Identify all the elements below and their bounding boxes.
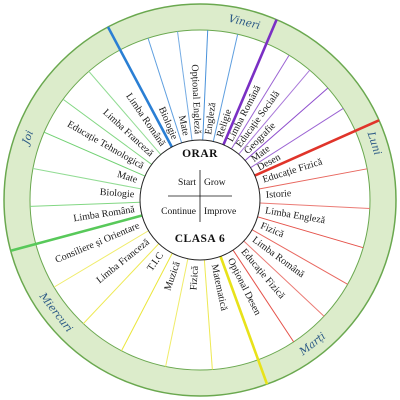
class-label: CLASA 6 [175,233,225,245]
subject-spoke [62,98,152,165]
quadrant-grow: Grow [204,178,226,188]
subject-spoke [165,258,189,367]
subject-label: Biologie [99,187,135,201]
subject-spoke [82,243,160,324]
day-label: Joi [19,129,36,148]
spoke-lines [30,30,370,370]
subject-spoke [259,202,370,209]
subject-spoke [121,252,173,352]
subject-spoke [88,71,162,155]
subject-spoke [257,216,364,249]
subject-label: Opțional Engleză [189,64,203,135]
day-divider-1 [254,119,380,177]
subject-spoke [202,30,209,141]
subject-spoke [203,259,213,370]
subject-spoke [53,230,149,288]
day-divider-3 [10,214,143,252]
subject-spoke [43,131,146,177]
subject-label: Mate [176,114,191,137]
subject-spoke [243,240,325,317]
quadrant-start: Start [178,178,196,188]
subject-spoke [231,54,290,150]
subject-spoke [30,201,141,207]
subject-label: Istorie [265,188,292,201]
day-dividers [10,19,380,385]
subject-spoke [250,107,344,169]
subject-label: Fizică [188,265,201,291]
subject-spoke [232,249,295,343]
day-divider-5 [222,19,278,146]
subject-spoke [251,229,348,285]
subject-spoke [258,168,368,190]
subject-spoke [177,31,193,141]
subject-spoke [212,34,239,142]
subject-spoke [244,87,329,161]
subject-spoke [238,69,311,155]
center-title: ORAR [182,148,218,160]
quadrant-improve: Improve [204,207,236,217]
day-divider-4 [106,26,173,148]
quadrant-continue: Continue [161,207,196,217]
subject-spoke [32,168,142,190]
day-divider-2 [219,255,269,385]
subject-spoke [147,37,183,144]
subject-label: Engleză [203,101,218,135]
